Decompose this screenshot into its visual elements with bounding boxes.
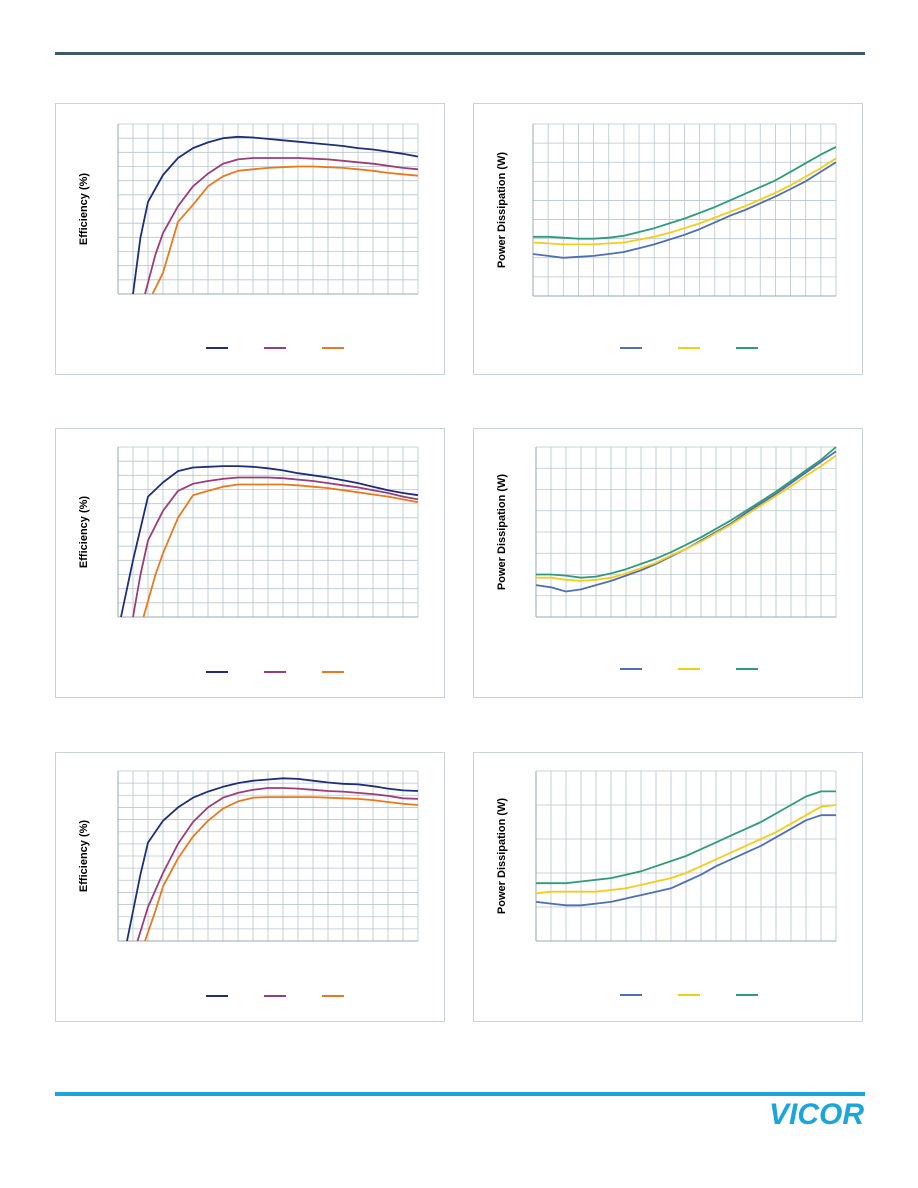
series-line-1 <box>532 161 837 259</box>
header-rule <box>55 52 865 55</box>
series-line-3 <box>536 790 836 885</box>
chart-svg <box>117 123 419 349</box>
series-line-1 <box>535 814 836 907</box>
grid <box>117 446 419 618</box>
series-line-1 <box>126 777 419 942</box>
series-line-3 <box>536 446 837 579</box>
series-line-3 <box>142 483 419 618</box>
series-line-3 <box>533 146 837 240</box>
svg-text:VICOR: VICOR <box>769 1098 864 1128</box>
chart-svg <box>535 770 837 996</box>
chart-svg <box>117 770 419 997</box>
power-dissipation-chart-3: Power Dissipation (W) <box>473 752 863 1022</box>
series-line-2 <box>532 157 837 246</box>
y-axis-label: Efficiency (%) <box>78 819 91 893</box>
y-axis-label: Efficiency (%) <box>78 172 91 246</box>
grid <box>117 123 419 295</box>
series-line-3 <box>151 165 419 295</box>
power-dissipation-chart-1: Power Dissipation (W) <box>473 103 863 375</box>
y-axis-label: Power Dissipation (W) <box>496 151 509 269</box>
series-line-3 <box>144 796 419 942</box>
y-axis-label: Power Dissipation (W) <box>496 473 509 591</box>
series-line-1 <box>120 465 419 618</box>
vicor-logo: VICOR <box>769 1098 864 1128</box>
power-dissipation-chart-2: Power Dissipation (W) <box>473 428 863 698</box>
efficiency-chart-1: Efficiency (%) <box>55 103 445 375</box>
chart-svg <box>117 446 419 673</box>
efficiency-chart-2: Efficiency (%) <box>55 428 445 698</box>
series-line-2 <box>535 804 837 895</box>
efficiency-chart-3: Efficiency (%) <box>55 752 445 1022</box>
y-axis-label: Power Dissipation (W) <box>496 797 509 915</box>
series-line-2 <box>536 454 837 582</box>
grid <box>532 123 837 297</box>
series-line-2 <box>144 157 419 295</box>
grid <box>535 446 837 618</box>
chart-svg <box>532 123 837 349</box>
footer-rule <box>55 1092 865 1096</box>
y-axis-label: Efficiency (%) <box>78 495 91 569</box>
series-line-2 <box>132 476 419 618</box>
series-line-2 <box>136 787 419 942</box>
grid <box>117 770 419 942</box>
chart-svg <box>535 446 837 670</box>
series-line-1 <box>132 135 419 295</box>
